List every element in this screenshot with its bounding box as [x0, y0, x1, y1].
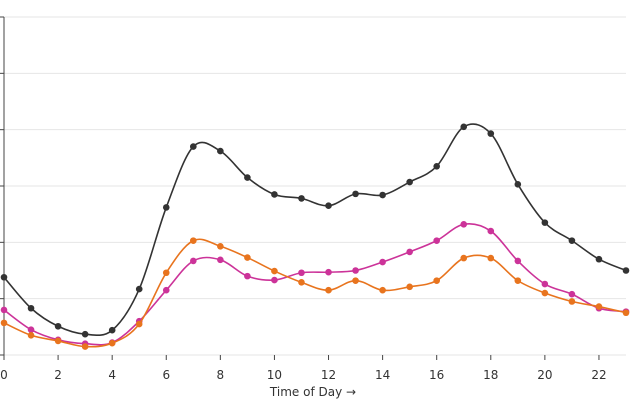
x-tick-label: 0: [0, 368, 8, 382]
data-point: [190, 237, 197, 244]
data-point: [244, 272, 251, 280]
series-line: [3, 123, 627, 337]
data-point: [108, 326, 116, 334]
data-point: [460, 123, 468, 131]
x-tick-label: 22: [591, 368, 606, 382]
x-tick-label: 14: [375, 368, 390, 382]
data-point: [162, 286, 170, 294]
data-point: [190, 257, 197, 265]
data-point: [0, 273, 8, 281]
data-point: [406, 178, 413, 186]
data-point: [162, 204, 170, 211]
data-point: [433, 277, 440, 284]
data-point: [27, 331, 35, 339]
data-point: [190, 143, 197, 150]
series-line: [3, 238, 627, 348]
data-point: [325, 286, 332, 294]
x-tick-label: 10: [267, 368, 282, 382]
data-point: [352, 267, 359, 274]
data-point: [325, 202, 332, 210]
data-point: [271, 267, 278, 275]
data-point: [108, 339, 116, 347]
data-point: [487, 254, 495, 262]
data-point: [217, 147, 224, 155]
data-point: [514, 277, 522, 284]
x-tick-label: 8: [217, 368, 225, 382]
data-point: [514, 257, 522, 265]
data-point: [298, 279, 305, 286]
data-point: [568, 298, 576, 305]
data-point: [0, 319, 8, 327]
data-point: [433, 237, 440, 244]
data-point: [379, 258, 386, 266]
data-point: [27, 304, 35, 312]
data-point: [595, 303, 603, 310]
x-axis-ticks: 0 2 4 6 8 10 12 14 16 18 20 22: [0, 355, 607, 382]
data-point: [352, 277, 359, 284]
data-point: [487, 130, 495, 137]
data-point: [622, 267, 630, 274]
data-point: [325, 268, 332, 276]
data-point: [406, 283, 413, 291]
data-point: [406, 248, 413, 256]
series-2: [0, 221, 630, 348]
data-point: [541, 289, 549, 297]
data-point: [460, 254, 468, 262]
data-point: [379, 286, 386, 294]
data-point: [487, 227, 495, 235]
data-point: [568, 290, 576, 298]
data-point: [54, 337, 62, 345]
data-point: [433, 162, 440, 170]
data-point: [271, 191, 278, 198]
data-point: [81, 343, 89, 350]
data-point: [460, 221, 468, 228]
x-tick-label: 12: [321, 368, 336, 382]
data-point: [54, 322, 62, 330]
data-point: [0, 306, 8, 314]
data-point: [135, 320, 143, 328]
x-tick-label: 2: [54, 368, 62, 382]
data-point: [595, 255, 603, 263]
series-lines: [0, 123, 630, 350]
data-point: [217, 242, 224, 250]
data-point: [379, 191, 386, 199]
data-point: [244, 254, 251, 261]
data-point: [27, 326, 35, 333]
series-3: [0, 237, 630, 350]
x-tick-label: 16: [429, 368, 444, 382]
data-point: [541, 280, 549, 288]
data-point: [217, 256, 224, 264]
data-point: [298, 269, 305, 277]
gridlines: [0, 16, 626, 356]
x-tick-label: 20: [537, 368, 552, 382]
data-point: [298, 195, 305, 202]
data-point: [622, 309, 630, 317]
data-point: [271, 276, 278, 284]
x-tick-label: 6: [162, 368, 170, 382]
data-point: [81, 330, 89, 338]
x-axis-label: Time of Day →: [269, 385, 356, 399]
data-point: [162, 269, 170, 277]
data-point: [541, 219, 549, 226]
data-point: [244, 174, 251, 181]
series-1: [0, 123, 630, 338]
x-tick-label: 4: [108, 368, 116, 382]
data-point: [352, 190, 359, 198]
data-point: [135, 285, 143, 293]
x-tick-label: 18: [483, 368, 498, 382]
data-point: [514, 181, 522, 188]
data-point: [568, 237, 576, 244]
